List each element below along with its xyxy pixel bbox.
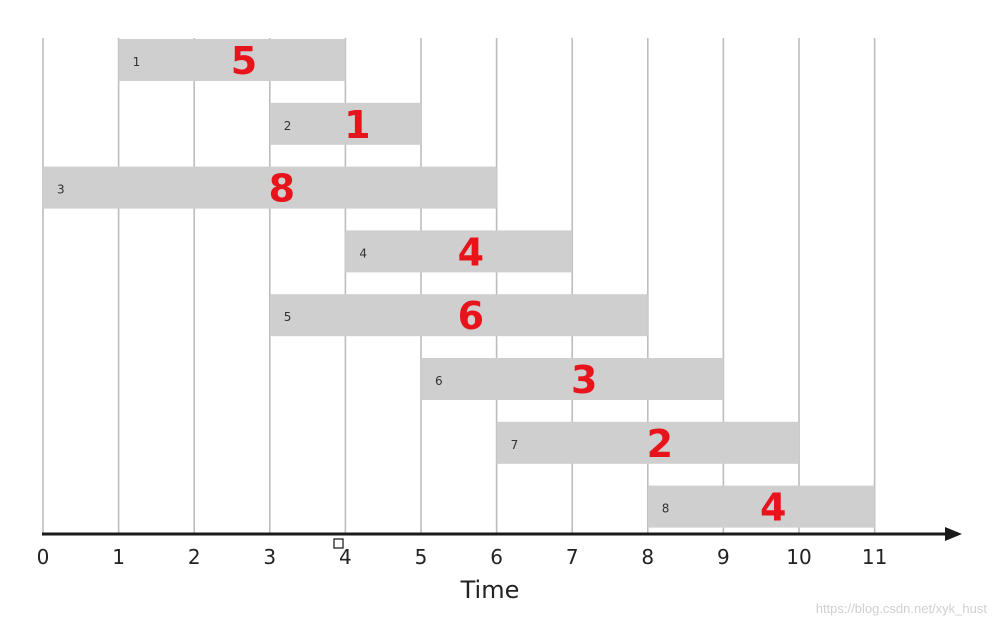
task-weight-label: 1: [344, 103, 370, 147]
task-id-label: 8: [662, 502, 670, 516]
task-id-label: 6: [435, 374, 443, 388]
task-weight-label: 2: [647, 422, 673, 466]
task-weight-label: 6: [458, 294, 484, 338]
x-tick-label: 8: [641, 545, 654, 569]
task-bar: [421, 358, 724, 400]
task-weight-label: 5: [231, 39, 257, 83]
cursor-marker: [333, 538, 344, 549]
x-tick-label: 4: [339, 545, 352, 569]
task-bar: [647, 485, 875, 528]
x-tick-label: 1: [112, 545, 125, 569]
task-id-label: 5: [284, 310, 292, 324]
task-bar: [496, 421, 799, 464]
task-weight-label: 4: [458, 230, 484, 274]
task-id-label: 4: [359, 246, 367, 260]
x-tick-label: 5: [415, 545, 428, 569]
task-id-label: 3: [57, 183, 65, 197]
x-tick-label: 6: [490, 545, 503, 569]
x-tick-label: 2: [188, 545, 201, 569]
x-tick-label: 3: [263, 545, 276, 569]
task-bar: [269, 294, 648, 337]
x-tick-labels: 0 1 2 3 4 5 6 7 8 9 10 11: [37, 545, 888, 569]
time-axis: [42, 527, 962, 541]
task-id-label: 2: [284, 119, 292, 133]
watermark: https://blog.csdn.net/xyk_hust: [815, 601, 987, 616]
task-bar: [118, 39, 346, 81]
task-bar: [345, 230, 573, 273]
x-tick-label: 0: [37, 545, 50, 569]
task-id-label: 1: [133, 55, 141, 69]
x-tick-label: 9: [717, 545, 730, 569]
x-tick-label: 10: [786, 545, 811, 569]
task-weight-label: 4: [760, 486, 786, 530]
task-weight-label: 3: [571, 358, 597, 402]
x-axis-title: Time: [460, 576, 520, 604]
x-tick-label: 7: [566, 545, 579, 569]
task-bar: [269, 102, 421, 145]
task-bars: 1 52 13 84 45 66 37 28 4: [43, 39, 875, 530]
task-weight-label: 8: [269, 167, 295, 211]
x-tick-label: 11: [862, 545, 887, 569]
task-id-label: 7: [511, 438, 519, 452]
task-bar: [43, 166, 497, 209]
x-axis-arrowhead: [945, 527, 962, 541]
